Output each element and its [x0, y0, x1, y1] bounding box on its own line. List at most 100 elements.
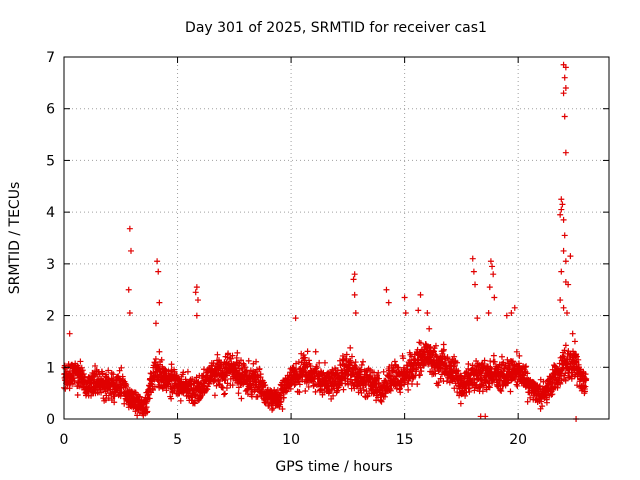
- data-point: [500, 359, 507, 366]
- data-point: [506, 365, 513, 372]
- data-point: [565, 281, 572, 288]
- data-point: [567, 253, 574, 260]
- data-point: [560, 304, 567, 311]
- data-point: [121, 400, 128, 407]
- data-point: [80, 370, 87, 377]
- data-point: [440, 346, 447, 353]
- data-point: [144, 408, 151, 415]
- data-point: [507, 388, 514, 395]
- data-point: [491, 294, 498, 301]
- data-point: [424, 309, 431, 316]
- data-point: [105, 395, 112, 402]
- data-point: [360, 386, 367, 393]
- data-point: [557, 211, 564, 218]
- data-point: [561, 74, 568, 81]
- data-point: [127, 247, 134, 254]
- data-point: [486, 284, 493, 291]
- data-point: [314, 364, 321, 371]
- data-point: [155, 268, 162, 275]
- data-point: [536, 383, 543, 390]
- data-point: [193, 312, 200, 319]
- data-point: [425, 359, 432, 366]
- data-point: [339, 352, 346, 359]
- data-point: [432, 342, 439, 349]
- data-point: [504, 356, 511, 363]
- data-point: [235, 384, 242, 391]
- data-point: [316, 359, 323, 366]
- data-point: [146, 395, 153, 402]
- data-point: [561, 113, 568, 120]
- data-point: [451, 353, 458, 360]
- data-point: [558, 206, 565, 213]
- data-point: [409, 380, 416, 387]
- y-tick-label: 4: [46, 205, 55, 221]
- data-point: [443, 378, 450, 385]
- data-point: [453, 359, 460, 366]
- data-point: [305, 383, 312, 390]
- grid-lines: [64, 57, 609, 419]
- data-point: [221, 390, 228, 397]
- data-point: [312, 388, 319, 395]
- data-point: [498, 388, 505, 395]
- data-point: [462, 392, 469, 399]
- data-point: [105, 367, 112, 374]
- data-point: [463, 368, 470, 375]
- data-point: [234, 349, 241, 356]
- data-point: [351, 271, 358, 278]
- data-point: [490, 271, 497, 278]
- data-point: [118, 364, 125, 371]
- data-point: [508, 309, 515, 316]
- data-point: [149, 386, 156, 393]
- data-point: [465, 361, 472, 368]
- data-point: [154, 258, 161, 265]
- data-point: [328, 395, 335, 402]
- data-point: [516, 352, 523, 359]
- data-point: [287, 385, 294, 392]
- data-point: [524, 370, 531, 377]
- data-point: [387, 387, 394, 394]
- data-point: [417, 291, 424, 298]
- data-point: [74, 391, 81, 398]
- data-point: [350, 276, 357, 283]
- data-point: [359, 358, 366, 365]
- data-point: [397, 389, 404, 396]
- data-point: [216, 381, 223, 388]
- data-point: [375, 369, 382, 376]
- data-point: [481, 357, 488, 364]
- x-tick-label: 5: [173, 432, 182, 448]
- data-point: [486, 384, 493, 391]
- data-point: [126, 225, 133, 232]
- data-point: [184, 368, 191, 375]
- data-point: [330, 392, 337, 399]
- data-point: [321, 359, 328, 366]
- data-point: [92, 362, 99, 369]
- data-point: [498, 353, 505, 360]
- data-point: [562, 64, 569, 71]
- data-point: [472, 281, 479, 288]
- data-point: [415, 307, 422, 314]
- data-point: [457, 400, 464, 407]
- data-point: [257, 371, 264, 378]
- y-tick-label: 3: [46, 257, 55, 273]
- data-point: [490, 352, 497, 359]
- data-point: [557, 297, 564, 304]
- data-point: [210, 360, 217, 367]
- data-points: [61, 61, 590, 422]
- data-point: [238, 357, 244, 364]
- x-tick-label: 0: [60, 432, 69, 448]
- data-point: [562, 377, 569, 384]
- data-point: [219, 384, 226, 391]
- data-point: [479, 388, 486, 395]
- data-point: [560, 90, 567, 97]
- data-point: [156, 348, 163, 355]
- data-point: [562, 258, 569, 265]
- data-point: [583, 375, 590, 382]
- data-point: [451, 385, 458, 392]
- data-point: [435, 382, 442, 389]
- data-point: [340, 386, 347, 393]
- data-point: [402, 309, 409, 316]
- data-point: [312, 348, 319, 355]
- data-point: [539, 403, 546, 410]
- data-point: [348, 359, 355, 366]
